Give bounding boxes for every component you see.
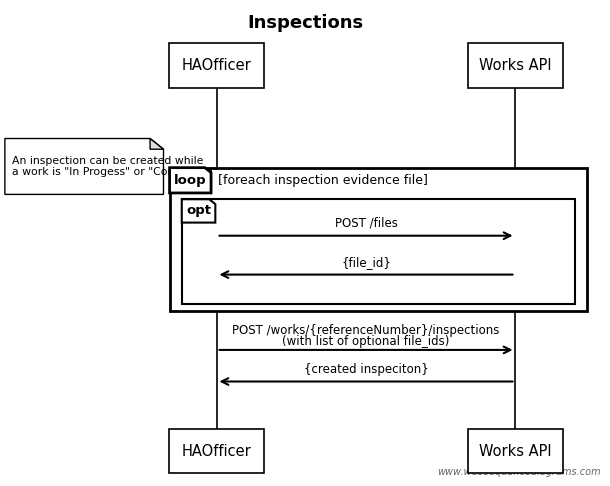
- Bar: [170, 168, 587, 311]
- Bar: [468, 429, 562, 473]
- Text: HAOfficer: HAOfficer: [182, 58, 251, 73]
- Polygon shape: [170, 168, 211, 193]
- Polygon shape: [182, 199, 215, 223]
- Text: POST /works/{referenceNumber}/inspections: POST /works/{referenceNumber}/inspection…: [232, 324, 500, 337]
- Text: Works API: Works API: [479, 58, 552, 73]
- Bar: [182, 199, 575, 304]
- Text: {created inspeciton}: {created inspeciton}: [304, 363, 428, 376]
- Text: opt: opt: [186, 205, 211, 217]
- Text: An inspection can be created while
a work is "In Progess" or "Completed": An inspection can be created while a wor…: [12, 156, 218, 177]
- Polygon shape: [150, 139, 163, 149]
- Polygon shape: [5, 139, 163, 194]
- Text: Works API: Works API: [479, 444, 552, 458]
- Text: loop: loop: [174, 174, 207, 187]
- Text: HAOfficer: HAOfficer: [182, 444, 251, 458]
- Text: Inspections: Inspections: [247, 14, 363, 33]
- Bar: [169, 429, 264, 473]
- Text: www.websequencediagrams.com: www.websequencediagrams.com: [437, 467, 601, 477]
- Text: {file_id}: {file_id}: [341, 256, 391, 269]
- Text: (with list of optional file_ids): (with list of optional file_ids): [282, 335, 450, 348]
- Text: [foreach inspection evidence file]: [foreach inspection evidence file]: [218, 174, 428, 187]
- Bar: [169, 43, 264, 88]
- Text: POST /files: POST /files: [334, 217, 398, 230]
- Bar: [468, 43, 562, 88]
